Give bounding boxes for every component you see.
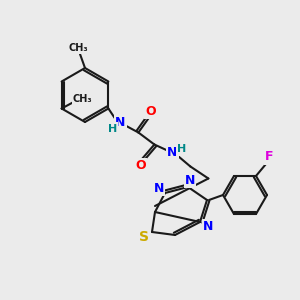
Text: N: N xyxy=(185,173,195,187)
Text: O: O xyxy=(145,105,156,118)
Text: S: S xyxy=(139,230,149,244)
Text: N: N xyxy=(167,146,178,159)
Text: N: N xyxy=(154,182,164,194)
Text: CH₃: CH₃ xyxy=(73,94,92,104)
Text: N: N xyxy=(115,116,126,129)
Text: F: F xyxy=(265,150,273,164)
Text: O: O xyxy=(135,159,146,172)
Text: CH₃: CH₃ xyxy=(68,43,88,53)
Text: H: H xyxy=(177,145,186,154)
Text: H: H xyxy=(108,124,117,134)
Text: N: N xyxy=(203,220,213,233)
